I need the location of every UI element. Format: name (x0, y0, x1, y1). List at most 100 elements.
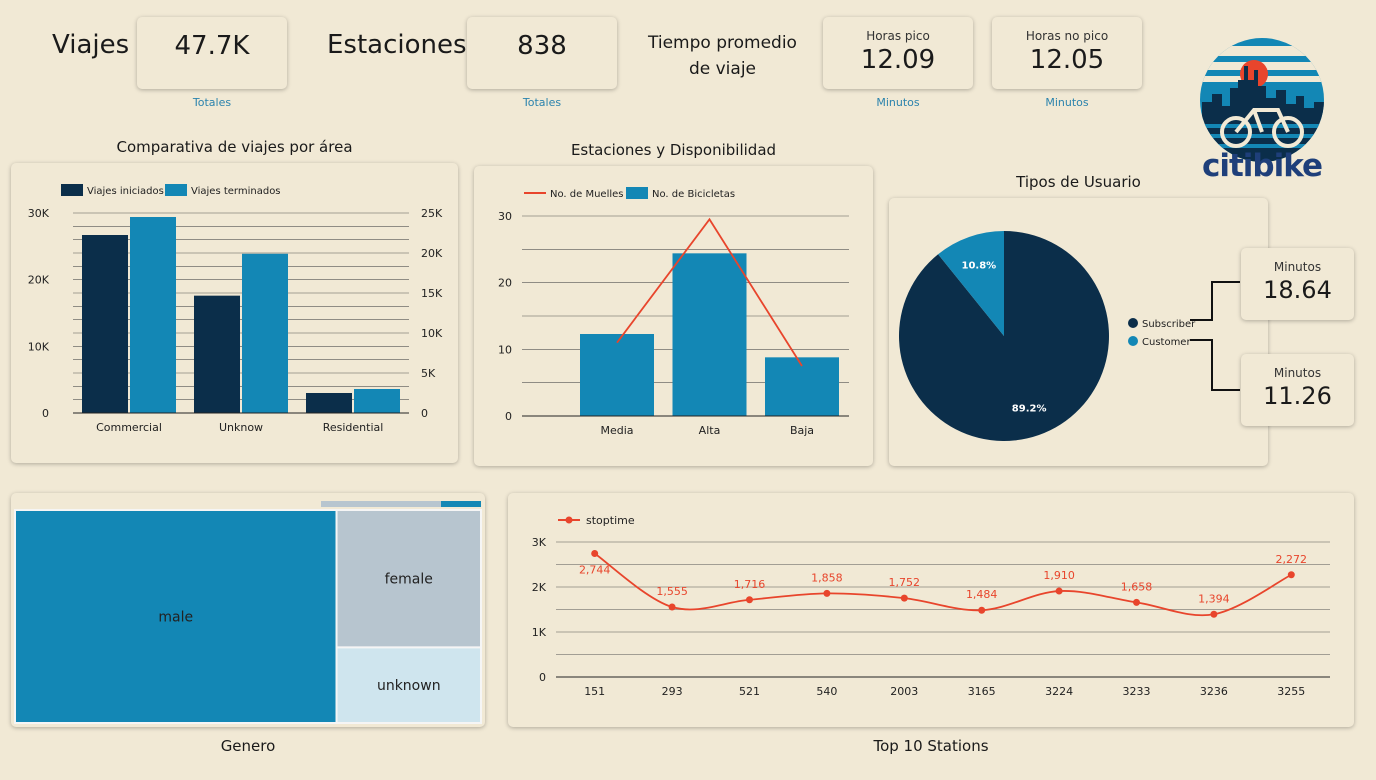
estaciones-kpi-card: 838 (467, 17, 617, 89)
stations-chart-card: 0 1K 2K 3K 2,744 151 1,555 293 1,716 521 1,858 540 1… (508, 493, 1354, 727)
area-ytick-right: 20K (421, 247, 443, 260)
stations-xtick: 3255 (1277, 685, 1305, 698)
customer-minutes-value: 11.26 (1263, 382, 1332, 410)
stations-data-label: 1,910 (1043, 569, 1075, 582)
area-bar-terminados (130, 217, 176, 413)
stations-xtick: 521 (739, 685, 760, 698)
legend-dot-subscriber (1128, 318, 1138, 328)
legend-label-muelles: No. de Muelles (550, 189, 624, 200)
stations-ytick: 3K (532, 536, 547, 549)
stations-xtick: 293 (662, 685, 683, 698)
area-chart-title: Comparativa de viajes por área (116, 138, 353, 156)
genero-chart-card: male female unknown (11, 493, 485, 727)
treemap-label-female: female (385, 572, 433, 588)
area-ytick-left: 10K (28, 340, 50, 353)
legend-label-bicicletas: No. de Bicicletas (652, 189, 735, 200)
usuarios-chart-card: 89.2% 10.8% Subscriber Customer (889, 198, 1268, 466)
stations-xtick: 3233 (1123, 685, 1151, 698)
est-xtick: Baja (790, 424, 814, 437)
area-ytick-left: 30K (28, 207, 50, 220)
tiempo-label-line2: de viaje (688, 59, 757, 79)
legend-swatch-iniciados (61, 184, 83, 196)
stations-point (1210, 610, 1218, 618)
est-bar-bicicletas (672, 253, 747, 416)
est-ytick: 20 (498, 277, 512, 290)
subscriber-minutes-title: Minutos (1273, 260, 1322, 274)
treemap-color-scale (321, 501, 481, 507)
est-ytick: 10 (498, 343, 512, 356)
stations-ytick: 0 (539, 671, 546, 684)
treemap-label-male: male (158, 610, 193, 626)
citibike-logo: citibike (1192, 36, 1332, 184)
customer-connector (1190, 339, 1240, 391)
stations-point (1055, 587, 1063, 595)
stations-point (746, 596, 753, 604)
stations-data-label: 1,394 (1198, 592, 1230, 605)
legend-label-stoptime: stoptime (586, 514, 635, 527)
estaciones-chart-title: Estaciones y Disponibilidad (570, 141, 777, 159)
treemap-cell-female (335, 509, 483, 649)
stations-data-label: 1,752 (889, 576, 921, 589)
treemap-cell-unknown (335, 646, 483, 724)
stations-chart-title: Top 10 Stations (873, 737, 989, 755)
area-bar-terminados (354, 389, 400, 413)
estaciones-chart-card: 0 10 20 30 Media Alta Baja No. de Muelles No. de… (474, 166, 873, 466)
area-ytick-left: 0 (42, 407, 49, 420)
est-xtick: Media (600, 424, 633, 437)
area-xtick: Residential (323, 421, 384, 434)
stations-ytick: 2K (532, 581, 547, 594)
estaciones-sub: Totales (522, 96, 562, 109)
area-bar-iniciados (82, 235, 128, 413)
estaciones-value: 838 (517, 31, 567, 61)
usuarios-chart-title: Tipos de Usuario (1016, 173, 1141, 191)
stations-xtick: 3165 (968, 685, 996, 698)
area-xtick: Commercial (96, 421, 162, 434)
stations-xtick: 2003 (890, 685, 918, 698)
citibike-emblem (1200, 38, 1324, 162)
horas-no-pico-sub: Minutos (1045, 96, 1089, 109)
legend-dot-customer (1128, 336, 1138, 346)
pie-slice-customer (938, 231, 1004, 336)
stations-data-label: 1,716 (734, 578, 766, 591)
est-ytick: 30 (498, 210, 512, 223)
horas-pico-value: 12.09 (860, 45, 936, 75)
pie-value-label: 89.2% (1012, 403, 1047, 414)
area-ytick-right: 5K (421, 367, 436, 380)
legend-label-customer: Customer (1142, 337, 1191, 348)
pie-value-label: 10.8% (961, 261, 996, 272)
subscriber-minutes-value: 18.64 (1263, 276, 1332, 304)
citibike-wordmark: citibike (1196, 148, 1328, 184)
stations-xtick: 3224 (1045, 685, 1073, 698)
legend-label-subscriber: Subscriber (1142, 319, 1196, 330)
est-line-muelles (616, 217, 803, 367)
estaciones-label: Estaciones (327, 30, 467, 60)
area-ytick-left: 20K (28, 274, 50, 287)
subscriber-connector (1190, 281, 1240, 321)
viajes-label: Viajes (52, 30, 130, 60)
tiempo-label: Tiempo promedio de viaje (645, 30, 800, 82)
customer-minutes-card: Minutos 11.26 (1241, 354, 1354, 426)
stations-xtick: 151 (584, 685, 605, 698)
legend-swatch-bicicletas (626, 187, 648, 199)
est-bar-bicicletas (765, 357, 839, 416)
usuarios-pie-chart: 89.2% 10.8% Subscriber Customer (899, 231, 1196, 441)
est-ytick: 0 (505, 410, 512, 423)
area-bar-chart: 0 10K 20K 30K 0 5K 10K 15K 20K 25K Commercial Unkno… (28, 184, 443, 434)
area-bar-iniciados (194, 295, 240, 413)
stations-ytick: 1K (532, 626, 547, 639)
viajes-value: 47.7K (174, 31, 250, 61)
logo-bike-text: bike (1252, 148, 1323, 184)
area-ytick-right: 10K (421, 327, 443, 340)
genero-chart-title: Genero (220, 737, 276, 755)
area-xtick: Unknow (219, 421, 263, 434)
horas-pico-sub: Minutos (876, 96, 920, 109)
viajes-sub: Totales (192, 96, 232, 109)
horas-no-pico-card: Horas no pico 12.05 (992, 17, 1142, 89)
horas-no-pico-title: Horas no pico (1025, 29, 1109, 43)
legend-dot-stoptime (565, 516, 573, 524)
treemap-color-scale-high (441, 501, 481, 507)
stations-xtick: 540 (816, 685, 837, 698)
tiempo-label-line1: Tiempo promedio (648, 33, 797, 53)
horas-pico-title: Horas pico (866, 29, 930, 43)
stations-data-label: 1,555 (656, 585, 688, 598)
